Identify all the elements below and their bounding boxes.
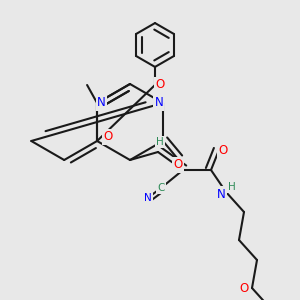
Text: N: N (217, 188, 225, 200)
Text: N: N (154, 97, 163, 110)
Text: H: H (156, 137, 164, 147)
Text: N: N (97, 97, 106, 110)
Text: O: O (103, 130, 113, 143)
Text: O: O (155, 79, 165, 92)
Text: C: C (157, 183, 165, 193)
Text: O: O (239, 281, 249, 295)
Text: N: N (144, 193, 152, 203)
Text: H: H (228, 182, 236, 192)
Text: O: O (173, 158, 182, 172)
Text: O: O (218, 143, 228, 157)
